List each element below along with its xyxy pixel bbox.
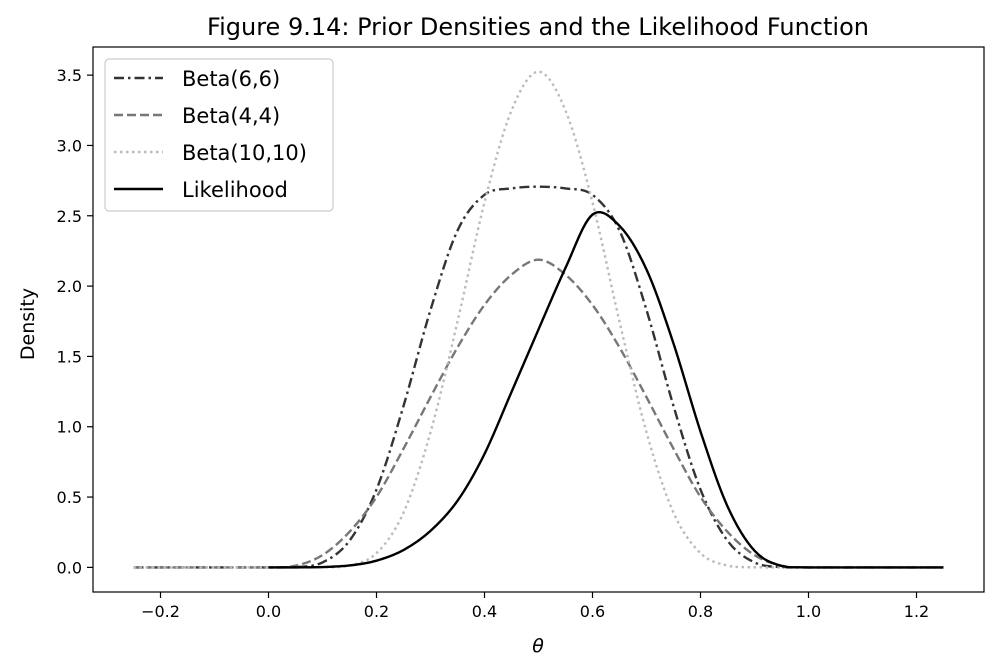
y-tick-label: 3.0 bbox=[57, 136, 82, 155]
x-axis-label: θ bbox=[532, 635, 544, 657]
x-tick-label: 0.8 bbox=[688, 602, 713, 621]
series-line-beta-6-6 bbox=[133, 185, 944, 569]
legend-box bbox=[104, 58, 334, 212]
x-tick-label: 0.6 bbox=[580, 602, 605, 621]
y-tick-label: 0.5 bbox=[57, 488, 82, 507]
axes-layer: −0.2 0.0 0.2 0.4 0.6 0.8 1.0 1.2 0.0 0.5 1.0 1.5 2.0… bbox=[57, 66, 930, 621]
legend-label: Beta(6,6) bbox=[182, 67, 280, 91]
legend: Beta(6,6) Beta(4,4) Beta(10,10) Likelihood bbox=[104, 58, 334, 212]
x-tick-label: 1.2 bbox=[904, 602, 929, 621]
x-tick-label: 0.4 bbox=[472, 602, 497, 621]
y-tick-label: 1.5 bbox=[57, 347, 82, 366]
y-tick-label: 3.5 bbox=[57, 66, 82, 85]
plot-frame bbox=[92, 46, 985, 593]
y-tick-label: 1.0 bbox=[57, 418, 82, 437]
y-axis-label: Density bbox=[17, 288, 39, 360]
x-tick-label: 0.0 bbox=[256, 602, 281, 621]
y-tick-label: 0.0 bbox=[57, 558, 82, 577]
legend-label: Beta(10,10) bbox=[182, 141, 307, 165]
x-tick-label: 1.0 bbox=[796, 602, 821, 621]
chart-title: Figure 9.14: Prior Densities and the Lik… bbox=[207, 13, 869, 41]
x-tick-label: −0.2 bbox=[141, 602, 180, 621]
x-tick-label: 0.2 bbox=[364, 602, 389, 621]
series-layer bbox=[133, 70, 944, 569]
y-tick-label: 2.5 bbox=[57, 207, 82, 226]
series-line-likelihood bbox=[268, 210, 944, 569]
legend-label: Beta(4,4) bbox=[182, 104, 280, 128]
legend-label: Likelihood bbox=[182, 178, 288, 202]
y-tick-label: 2.0 bbox=[57, 277, 82, 296]
series-line-beta-4-4 bbox=[133, 258, 944, 569]
